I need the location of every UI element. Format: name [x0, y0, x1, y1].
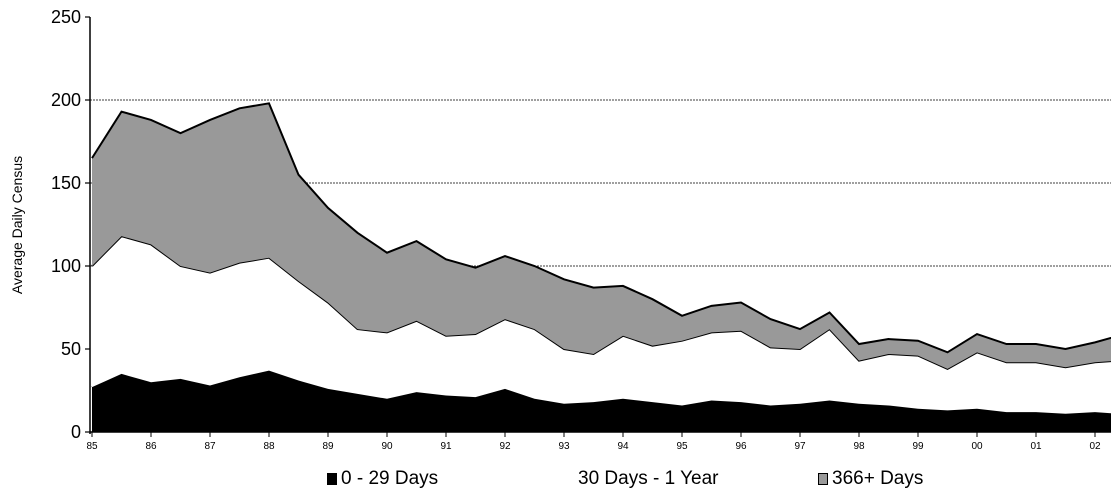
legend-label: 366+ Days [832, 468, 924, 489]
legend-item-366-days: 366+ Days [818, 468, 923, 490]
x-tick-label: 87 [204, 441, 216, 452]
x-tick-label: 86 [145, 441, 157, 452]
x-tick-label: 85 [86, 441, 98, 452]
grid-lines [90, 99, 1111, 267]
legend-item-0-29-days: 0 - 29 Days [327, 468, 438, 490]
x-ticks: 85 86 87 88 89 90 91 92 93 94 95 96 97 98 99 00 01 02 [86, 432, 1101, 452]
area-366-days [92, 103, 1111, 369]
legend-swatch-black [327, 473, 337, 485]
axes [89, 17, 1111, 434]
x-tick-label: 00 [971, 441, 983, 452]
legend-item-30-days-1-year: 30 Days - 1 Year [578, 468, 718, 490]
x-tick-label: 02 [1089, 441, 1101, 452]
area-series [91, 102, 1111, 432]
y-tick-label: 200 [51, 90, 81, 110]
x-tick-label: 92 [499, 441, 511, 452]
x-tick-label: 99 [912, 441, 924, 452]
area-30-days-1-year [92, 236, 1111, 414]
x-tick-label: 01 [1030, 441, 1042, 452]
series-edge-line [91, 102, 1111, 354]
x-tick-label: 96 [735, 441, 747, 452]
y-axis-label: Average Daily Census [9, 156, 25, 294]
x-tick-label: 91 [440, 441, 452, 452]
legend-label: 0 - 29 Days [341, 468, 439, 489]
y-tick-label: 0 [71, 422, 81, 442]
chart: 0 50 100 150 200 250 85 86 87 88 89 90 91 92 93 94 95 96… [9, 7, 1111, 452]
x-tick-label: 93 [558, 441, 570, 452]
y-tick-label: 100 [51, 256, 81, 276]
x-tick-label: 98 [853, 441, 865, 452]
legend-label: 30 Days - 1 Year [578, 468, 719, 489]
y-tick-label: 250 [51, 7, 81, 27]
y-tick-label: 150 [51, 173, 81, 193]
x-tick-label: 90 [381, 441, 393, 452]
y-tick-label: 50 [61, 339, 81, 359]
x-tick-label: 89 [322, 441, 334, 452]
y-ticks: 0 50 100 150 200 250 [51, 7, 90, 442]
x-tick-label: 97 [794, 441, 806, 452]
legend-swatch-gray [818, 473, 828, 485]
x-tick-label: 95 [676, 441, 688, 452]
legend: 0 - 29 Days 30 Days - 1 Year 366+ Days [0, 468, 1111, 494]
x-tick-label: 88 [263, 441, 275, 452]
x-tick-label: 94 [617, 441, 629, 452]
